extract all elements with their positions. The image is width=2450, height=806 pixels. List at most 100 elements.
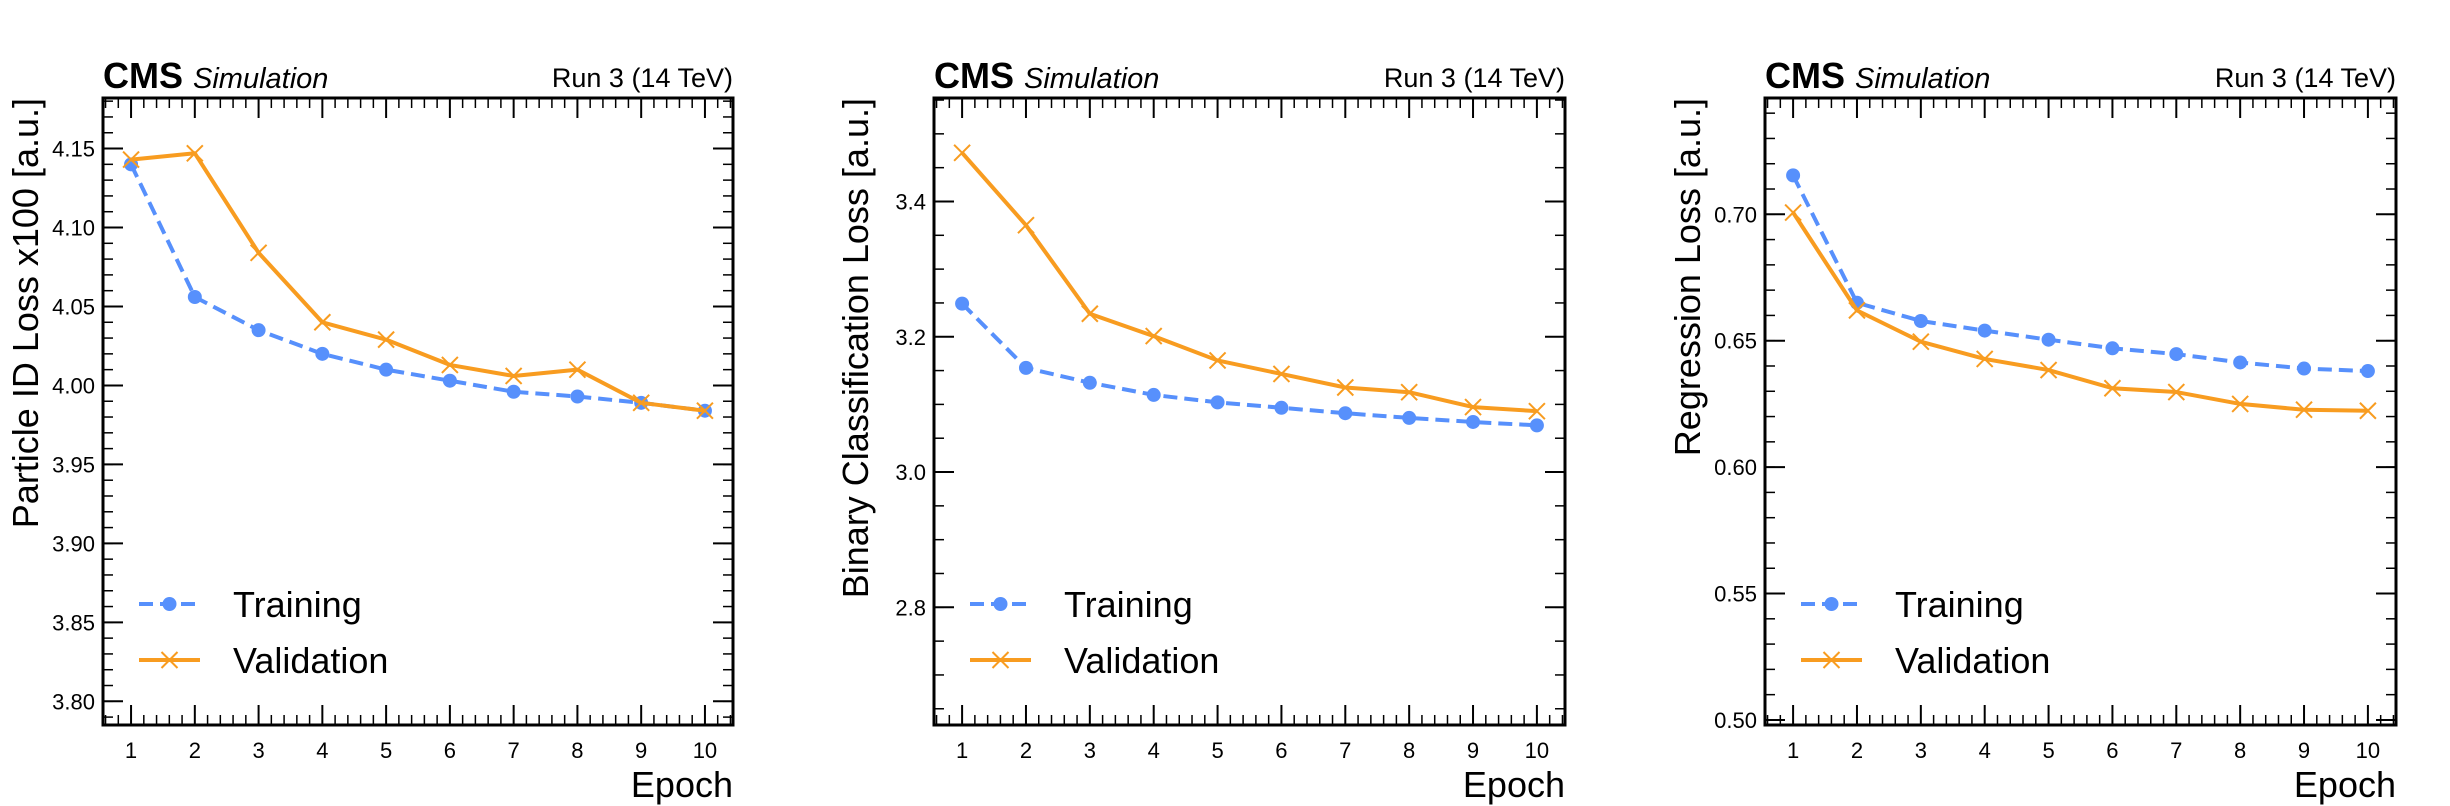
- legend: Training Validation: [1801, 584, 2050, 681]
- x-tick-label: 9: [1467, 738, 1479, 763]
- axes-frame: [1763, 96, 2398, 727]
- data-point-validation: [1784, 203, 1802, 222]
- y-tick-label: 0.70: [1714, 202, 1757, 227]
- data-point-training: [2041, 332, 2056, 347]
- legend-label-training: Training: [233, 584, 362, 625]
- legend-label-training: Training: [1064, 584, 1193, 625]
- legend-label-validation: Validation: [1064, 640, 1219, 681]
- panel-regression-loss: CMS Simulation Run 3 (14 TeV) 0.50 0.55 0.60 0…: [1667, 55, 2398, 805]
- panel-binary-classification-loss: CMS Simulation Run 3 (14 TeV) 2.8 3.0 3.2 3.4 1…: [835, 55, 1567, 805]
- y-tick-label: 3.90: [52, 531, 95, 556]
- y-axis-label: Binary Classification Loss [a.u.]: [835, 98, 876, 598]
- data-point-training: [506, 384, 521, 399]
- axes-frame: [101, 96, 735, 727]
- data-point-training: [187, 289, 202, 304]
- x-tick-label: 4: [316, 738, 328, 763]
- y-tick-label: 4.00: [52, 373, 95, 398]
- x-tick-label: 10: [2356, 738, 2380, 763]
- x-tick-label: 8: [571, 738, 583, 763]
- y-tick-label: 3.0: [895, 460, 926, 485]
- data-point-training: [1018, 360, 1033, 375]
- y-tick-label: 3.85: [52, 610, 95, 635]
- data-point-training: [1082, 375, 1097, 390]
- panel-particle-id-loss: CMS Simulation Run 3 (14 TeV) 3.80 3.85 3.90 3…: [5, 55, 735, 805]
- x-tick-label: 6: [444, 738, 456, 763]
- data-point-validation: [1464, 398, 1482, 416]
- data-point-validation: [1144, 327, 1163, 345]
- y-tick-label: 4.10: [52, 216, 95, 241]
- legend-marker-validation: [991, 651, 1010, 669]
- x-tick-label: 9: [2298, 738, 2310, 763]
- y-tick-label: 0.65: [1714, 329, 1757, 354]
- x-tick-label: 2: [1851, 738, 1863, 763]
- data-point-training: [251, 323, 266, 338]
- data-point-training: [1210, 395, 1225, 410]
- y-tick-label: 2.8: [895, 595, 926, 620]
- x-tick-label: 8: [1403, 738, 1415, 763]
- legend-label-validation: Validation: [233, 640, 388, 681]
- x-tick-label: 7: [1339, 738, 1351, 763]
- x-tick-label: 4: [1148, 738, 1160, 763]
- data-point-training: [1913, 313, 1928, 328]
- data-point-training: [1146, 387, 1161, 402]
- x-axis-label: Epoch: [1463, 764, 1565, 805]
- legend-marker-validation: [1822, 651, 1841, 669]
- y-tick-label: 3.4: [895, 189, 926, 214]
- data-point-validation: [1528, 402, 1546, 420]
- y-tick-label: 3.95: [52, 452, 95, 477]
- y-tick-label: 0.50: [1714, 708, 1757, 733]
- series-validation: [1784, 203, 2377, 420]
- simulation-label: Simulation: [193, 63, 328, 95]
- x-tick-label: 2: [1020, 738, 1032, 763]
- series-line-validation: [1791, 211, 2368, 413]
- data-point-training: [1977, 323, 1992, 338]
- data-point-validation: [504, 367, 523, 385]
- x-axis-label: Epoch: [631, 764, 733, 805]
- energy-label: Run 3 (14 TeV): [552, 63, 733, 93]
- y-axis-label: Regression Loss [a.u.]: [1667, 98, 1708, 456]
- series-training: [124, 157, 712, 418]
- x-tick-label: 5: [1211, 738, 1223, 763]
- x-tick-label: 5: [380, 738, 392, 763]
- y-tick-label: 0.60: [1714, 455, 1757, 480]
- series-line-training: [960, 302, 1538, 428]
- y-tick-label: 0.55: [1714, 582, 1757, 607]
- x-tick-label: 6: [1275, 738, 1287, 763]
- series-line-validation: [960, 151, 1538, 414]
- x-tick-label: 10: [1525, 738, 1549, 763]
- x-tick-label: 1: [125, 738, 137, 763]
- data-point-training: [379, 362, 394, 377]
- legend-marker-training: [1824, 597, 1839, 611]
- series-validation: [953, 144, 1546, 420]
- data-point-validation: [1081, 305, 1099, 323]
- data-point-training: [570, 389, 585, 404]
- x-tick-label: 3: [1084, 738, 1096, 763]
- data-point-validation: [953, 144, 971, 162]
- legend-marker-training: [993, 597, 1008, 611]
- data-point-training: [315, 346, 330, 361]
- data-point-training: [442, 373, 457, 388]
- x-tick-label: 4: [1979, 738, 1991, 763]
- data-point-training: [2105, 341, 2120, 356]
- data-point-validation: [2359, 402, 2377, 420]
- x-tick-label: 5: [2042, 738, 2054, 763]
- data-point-training: [1338, 406, 1353, 421]
- data-point-validation: [1975, 350, 1994, 368]
- data-point-validation: [249, 244, 268, 262]
- data-point-validation: [632, 394, 650, 412]
- legend: Training Validation: [970, 584, 1219, 681]
- data-point-validation: [1400, 383, 1418, 401]
- x-tick-label: 3: [1915, 738, 1927, 763]
- energy-label: Run 3 (14 TeV): [1384, 63, 1565, 93]
- x-tick-label: 7: [2170, 738, 2182, 763]
- data-point-training: [1466, 414, 1481, 429]
- y-axis-label: Particle ID Loss x100 [a.u.]: [5, 98, 46, 528]
- data-point-validation: [696, 402, 714, 420]
- data-point-validation: [313, 313, 332, 331]
- series-training: [1786, 168, 2375, 379]
- axes-frame: [932, 96, 1567, 727]
- data-point-validation: [2167, 383, 2186, 401]
- x-tick-label: 2: [189, 738, 201, 763]
- y-tick-label: 4.05: [52, 294, 95, 319]
- data-point-training: [1274, 400, 1289, 415]
